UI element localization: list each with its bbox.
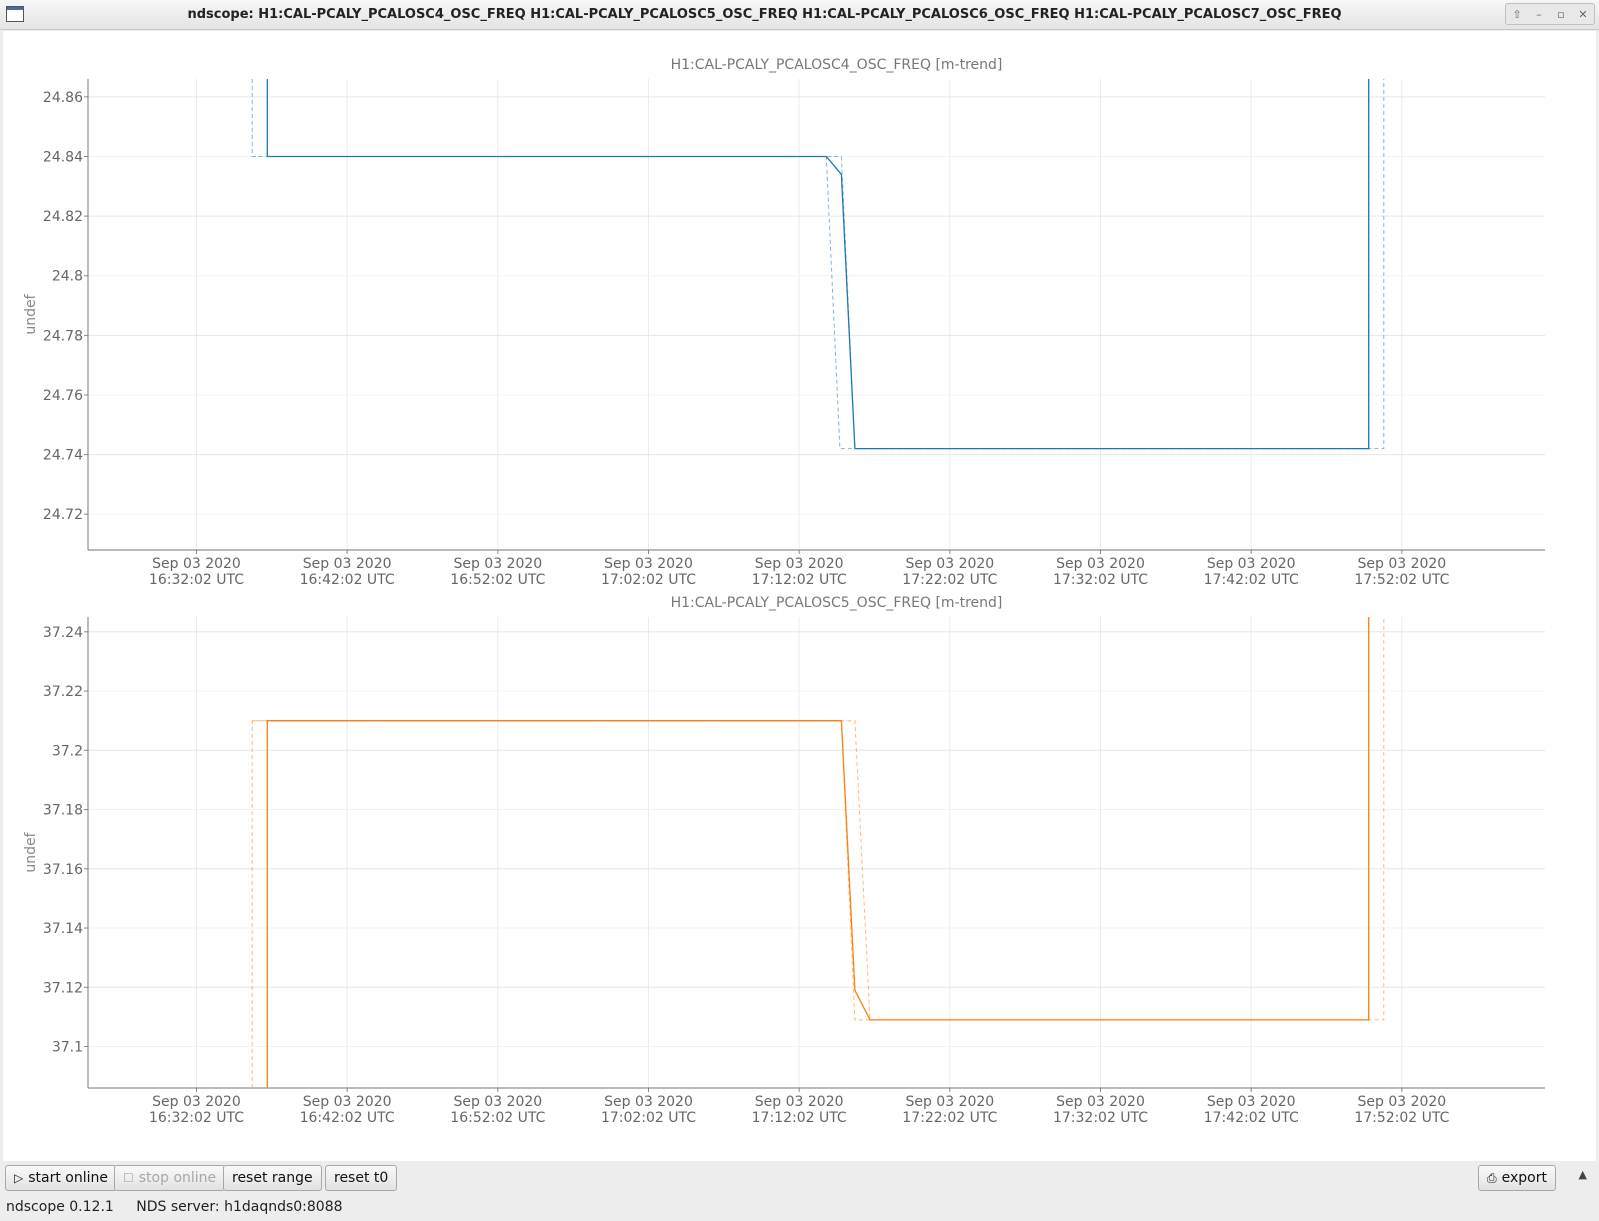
x-tick-label-time: 17:12:02 UTC: [752, 572, 847, 588]
series-group: [251, 617, 1385, 1088]
collapse-arrow-icon[interactable]: ▲: [1578, 1168, 1587, 1181]
y-tick-label: 24.84: [43, 150, 83, 166]
y-tick-label: 24.8: [52, 269, 83, 285]
x-tick-label-date: Sep 03 2020: [453, 1094, 542, 1110]
x-tick-label-date: Sep 03 2020: [1357, 1094, 1446, 1110]
y-tick-label: 24.74: [43, 448, 83, 464]
y-axis-label: undef: [23, 293, 39, 334]
maximize-window-icon[interactable]: ▫: [1557, 7, 1565, 21]
x-tick-label-time: 17:52:02 UTC: [1354, 572, 1449, 588]
app-window-icon[interactable]: [6, 6, 24, 22]
y-tick-label: 37.16: [43, 862, 83, 878]
x-tick-label-date: Sep 03 2020: [1357, 556, 1446, 572]
x-tick-label-date: Sep 03 2020: [905, 556, 994, 572]
x-tick-label-time: 16:42:02 UTC: [300, 572, 395, 588]
minimize-window-icon[interactable]: –: [1536, 7, 1542, 21]
x-tick-label-time: 16:32:02 UTC: [149, 1110, 244, 1126]
x-tick-label-time: 17:02:02 UTC: [601, 572, 696, 588]
y-tick-label: 37.1: [52, 1040, 83, 1056]
x-tick-label-time: 17:32:02 UTC: [1053, 572, 1148, 588]
reset-range-button[interactable]: reset range: [223, 1165, 322, 1191]
y-tick-label: 37.2: [52, 743, 83, 759]
plot-panel-1: H1:CAL-PCALY_PCALOSC4_OSC_FREQ [m-trend]…: [23, 57, 1545, 588]
x-tick-label-time: 17:12:02 UTC: [752, 1110, 847, 1126]
y-axis-label: undef: [23, 831, 39, 872]
x-tick-label-date: Sep 03 2020: [453, 556, 542, 572]
y-tick-label: 24.86: [43, 90, 83, 106]
window-title: ndscope: H1:CAL-PCALY_PCALOSC4_OSC_FREQ …: [187, 7, 1342, 22]
x-tick-label-date: Sep 03 2020: [1056, 1094, 1145, 1110]
start-online-label: start online: [28, 1170, 108, 1186]
x-tick-label-date: Sep 03 2020: [604, 556, 693, 572]
y-tick-label: 24.82: [43, 209, 83, 225]
shade-window-icon[interactable]: ⇧: [1512, 7, 1522, 21]
min-trend-line: [251, 617, 1370, 1088]
y-tick-label: 37.22: [43, 684, 83, 700]
min-trend-line: [251, 79, 1370, 450]
stop-online-label: stop online: [138, 1170, 217, 1186]
x-tick-label-date: Sep 03 2020: [303, 1094, 392, 1110]
x-tick-label-date: Sep 03 2020: [755, 556, 844, 572]
x-tick-label-time: 17:02:02 UTC: [601, 1110, 696, 1126]
plot-panel-2: H1:CAL-PCALY_PCALOSC5_OSC_FREQ [m-trend]…: [23, 595, 1545, 1126]
x-tick-label-time: 16:52:02 UTC: [450, 572, 545, 588]
x-tick-label-time: 16:42:02 UTC: [300, 1110, 395, 1126]
mean-trend-line: [266, 79, 1370, 450]
y-tick-label: 24.78: [43, 328, 83, 344]
nds-server-label: NDS server: h1daqnds0:8088: [136, 1199, 343, 1215]
export-button[interactable]: ⎙ export: [1478, 1165, 1556, 1191]
x-tick-label-date: Sep 03 2020: [303, 556, 392, 572]
x-tick-label-time: 16:52:02 UTC: [450, 1110, 545, 1126]
x-tick-label-date: Sep 03 2020: [152, 556, 241, 572]
stop-icon: ☐: [123, 1171, 134, 1185]
plots-canvas[interactable]: H1:CAL-PCALY_PCALOSC4_OSC_FREQ [m-trend]…: [3, 31, 1596, 1161]
max-trend-line: [267, 79, 1385, 450]
max-trend-line: [252, 617, 1385, 1021]
plot-title: H1:CAL-PCALY_PCALOSC5_OSC_FREQ [m-trend]: [671, 595, 1003, 611]
start-online-button[interactable]: ▷ start online: [5, 1165, 117, 1191]
plot-area: H1:CAL-PCALY_PCALOSC4_OSC_FREQ [m-trend]…: [3, 31, 1596, 1161]
x-tick-label-date: Sep 03 2020: [755, 1094, 844, 1110]
bottom-toolbar: ▷ start online ☐ stop online reset range r…: [0, 1162, 1599, 1194]
plot-title: H1:CAL-PCALY_PCALOSC4_OSC_FREQ [m-trend]: [671, 57, 1003, 73]
export-icon: ⎙: [1487, 1171, 1497, 1185]
x-tick-label-time: 17:32:02 UTC: [1053, 1110, 1148, 1126]
export-label: export: [1501, 1170, 1547, 1186]
y-tick-label: 37.12: [43, 980, 83, 996]
x-tick-label-time: 17:42:02 UTC: [1204, 1110, 1299, 1126]
x-tick-label-date: Sep 03 2020: [604, 1094, 693, 1110]
x-tick-label-date: Sep 03 2020: [905, 1094, 994, 1110]
x-tick-label-date: Sep 03 2020: [1056, 556, 1145, 572]
stop-online-button[interactable]: ☐ stop online: [114, 1165, 226, 1191]
x-tick-label-time: 17:22:02 UTC: [902, 1110, 997, 1126]
series-group: [251, 79, 1385, 450]
y-tick-label: 37.14: [43, 921, 83, 937]
mean-trend-line: [266, 617, 1370, 1088]
x-tick-label-date: Sep 03 2020: [152, 1094, 241, 1110]
x-tick-label-time: 17:52:02 UTC: [1354, 1110, 1449, 1126]
x-tick-label-time: 17:42:02 UTC: [1204, 572, 1299, 588]
window-controls: ⇧ – ▫ ✕: [1505, 3, 1595, 25]
reset-t0-button[interactable]: reset t0: [325, 1165, 398, 1191]
close-window-icon[interactable]: ✕: [1578, 7, 1588, 21]
y-tick-label: 24.72: [43, 507, 83, 523]
x-tick-label-time: 16:32:02 UTC: [149, 572, 244, 588]
play-icon: ▷: [14, 1171, 24, 1185]
x-tick-label-time: 17:22:02 UTC: [902, 572, 997, 588]
x-tick-label-date: Sep 03 2020: [1207, 556, 1296, 572]
x-tick-label-date: Sep 03 2020: [1207, 1094, 1296, 1110]
status-bar: ndscope 0.12.1 NDS server: h1daqnds0:808…: [6, 1196, 361, 1218]
y-tick-label: 37.18: [43, 803, 83, 819]
version-label: ndscope 0.12.1: [6, 1199, 114, 1215]
window-titlebar: ndscope: H1:CAL-PCALY_PCALOSC4_OSC_FREQ …: [0, 0, 1599, 30]
y-tick-label: 24.76: [43, 388, 83, 404]
y-tick-label: 37.24: [43, 625, 83, 641]
